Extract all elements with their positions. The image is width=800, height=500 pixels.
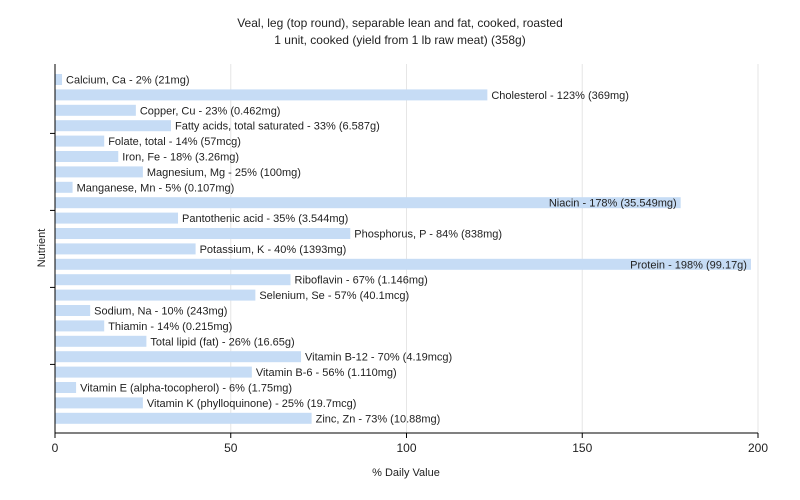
bar-label: Cholesterol - 123% (369mg) <box>491 90 629 102</box>
bar <box>55 181 73 193</box>
bar <box>55 366 252 378</box>
bar <box>55 104 136 116</box>
bar-label: Manganese, Mn - 5% (0.107mg) <box>77 182 235 194</box>
bar-label: Phosphorus, P - 84% (838mg) <box>354 229 502 241</box>
x-tick-label: 0 <box>52 441 59 455</box>
bar-label: Iron, Fe - 18% (3.26mg) <box>122 152 239 164</box>
bar-label: Protein - 198% (99.17g) <box>630 259 747 271</box>
bar <box>55 74 63 85</box>
bar-label: Potassium, K - 40% (1393mg) <box>200 244 347 256</box>
bar-label: Magnesium, Mg - 25% (100mg) <box>147 167 301 179</box>
bar <box>55 120 171 132</box>
x-tick-label: 100 <box>396 441 416 455</box>
bar <box>55 166 143 178</box>
bar <box>55 151 119 162</box>
bar <box>55 258 751 270</box>
bar <box>55 212 179 224</box>
bar-label: Copper, Cu - 23% (0.462mg) <box>140 105 281 117</box>
bar-label: Folate, total - 14% (57mcg) <box>108 136 241 148</box>
bar-label: Fatty acids, total saturated - 33% (6.58… <box>175 121 380 133</box>
bar <box>55 351 302 363</box>
bar-label: Vitamin E (alpha-tocopherol) - 6% (1.75m… <box>80 383 292 395</box>
bar <box>55 382 77 393</box>
bar <box>55 89 488 101</box>
bar-label: Zinc, Zn - 73% (10.88mg) <box>316 413 441 425</box>
x-tick-label: 50 <box>224 441 238 455</box>
bar-label: Total lipid (fat) - 26% (16.65g) <box>150 336 294 348</box>
bar <box>55 289 256 301</box>
y-axis-label: Nutrient <box>36 229 48 268</box>
bar-label: Pantothenic acid - 35% (3.544mg) <box>182 213 348 225</box>
bar <box>55 243 196 255</box>
bar-label: Niacin - 178% (35.549mg) <box>549 198 677 210</box>
x-axis-label: % Daily Value <box>372 467 440 479</box>
bar-label: Vitamin K (phylloquinone) - 25% (19.7mcg… <box>147 398 357 410</box>
x-tick-label: 150 <box>572 441 592 455</box>
bar <box>55 135 105 147</box>
chart-subtitle: 1 unit, cooked (yield from 1 lb raw meat… <box>274 33 525 47</box>
bar-label: Selenium, Se - 57% (40.1mcg) <box>259 290 409 302</box>
bar-label: Sodium, Na - 10% (243mg) <box>94 306 227 318</box>
x-tick-label: 200 <box>748 441 768 455</box>
bar <box>55 274 291 286</box>
bar <box>55 412 312 424</box>
bar-label: Vitamin B-6 - 56% (1.110mg) <box>256 367 397 379</box>
bar <box>55 228 351 239</box>
bar <box>55 397 143 409</box>
chart-title: Veal, leg (top round), separable lean an… <box>237 16 563 30</box>
bars: Calcium, Ca - 2% (21mg) Cholesterol - 123… <box>55 74 751 425</box>
bar <box>55 305 91 316</box>
bar <box>55 197 681 209</box>
axes: 0 50 100 150 200 <box>50 64 768 455</box>
bar-label: Riboflavin - 67% (1.146mg) <box>295 275 428 287</box>
bar <box>55 335 147 347</box>
bar-label: Calcium, Ca - 2% (21mg) <box>66 75 189 87</box>
bar-label: Thiamin - 14% (0.215mg) <box>108 321 232 333</box>
bar-label: Vitamin B-12 - 70% (4.19mcg) <box>305 352 452 364</box>
bar <box>55 320 105 332</box>
